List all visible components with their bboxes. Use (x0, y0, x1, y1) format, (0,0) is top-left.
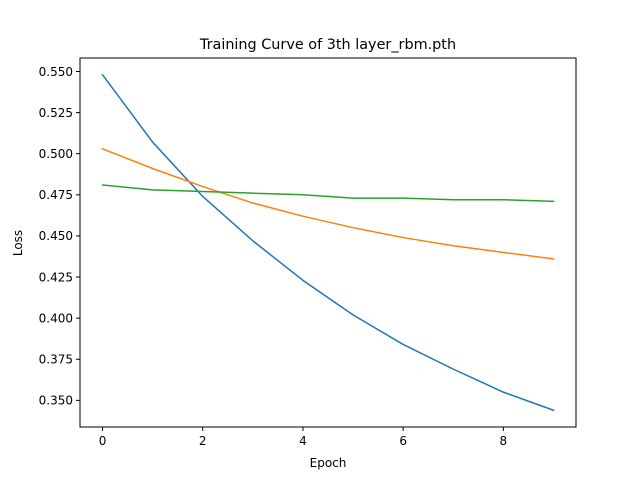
y-tick-label: 0.550 (39, 65, 73, 79)
y-tick-label: 0.350 (39, 394, 73, 408)
x-tick-label: 2 (199, 434, 207, 448)
y-axis: 0.350 0.375 0.400 0.425 0.450 0.475 0.500 0.525… (39, 65, 80, 408)
series-line-3 (101, 184, 555, 203)
y-tick-label: 0.475 (39, 188, 73, 202)
y-tick-label: 0.375 (39, 353, 73, 367)
series-line-1 (101, 73, 555, 412)
x-tick-label: 6 (399, 434, 407, 448)
plot-frame (79, 57, 577, 428)
chart-title: Training Curve of 3th layer_rbm.pth (199, 37, 456, 53)
x-tick-label: 8 (500, 434, 508, 448)
series-line-2 (101, 147, 555, 260)
y-tick-label: 0.450 (39, 229, 73, 243)
y-tick-label: 0.400 (39, 311, 73, 325)
y-tick-label: 0.525 (39, 106, 73, 120)
y-tick-label: 0.500 (39, 147, 73, 161)
y-axis-label: Loss (11, 230, 25, 256)
y-tick-label: 0.425 (39, 270, 73, 284)
x-tick-label: 0 (99, 434, 107, 448)
x-tick-label: 4 (299, 434, 307, 448)
plot-lines (101, 73, 555, 412)
x-axis-label: Epoch (310, 456, 347, 470)
x-axis: 0 2 4 6 8 (99, 427, 507, 448)
